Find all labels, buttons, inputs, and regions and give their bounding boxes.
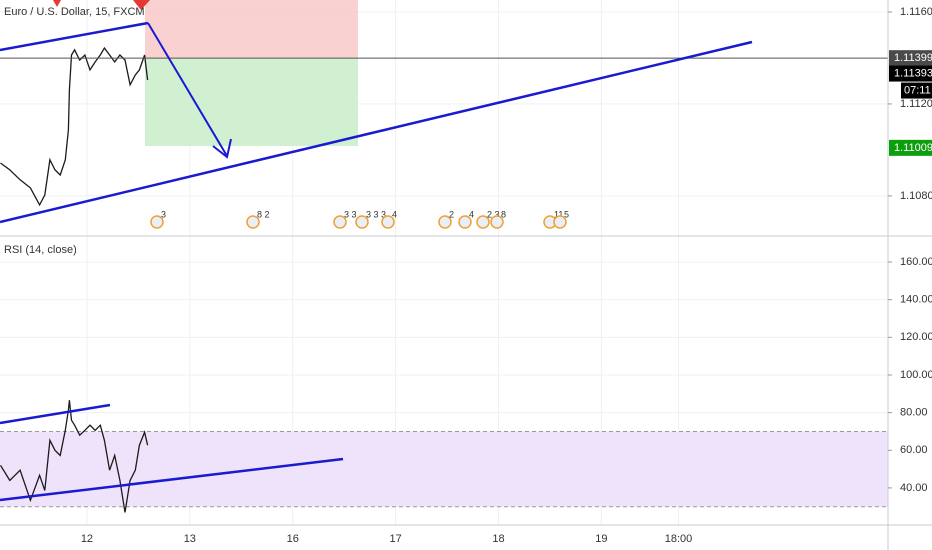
x-tick-label: 13 [184,533,196,545]
y-tick-label: 40.00 [900,482,928,494]
event-label: 2 3 [487,209,500,219]
target-zone [145,58,358,146]
overlay: 1.11600 1.11200 1.10800 12 13 16 17 18 19 18:00 1.… [81,6,932,545]
countdown: 07:11 [904,84,931,96]
event-label: 11 [554,209,563,219]
x-tick-label: 19 [595,533,607,545]
y-tick-label: 1.11600 [900,6,932,18]
x-tick-label: 16 [287,533,299,545]
countdown-bg [901,82,932,99]
event-label: 4 [392,209,397,219]
stop-zone [145,0,358,58]
rsi-title: RSI (14, close) [4,244,77,256]
event-icon [458,215,472,229]
trend-line [0,21,149,52]
rsi-trend-line [0,403,111,425]
y-tick-label: 1.11200 [900,98,932,110]
event-label: 3 3 [344,209,357,219]
event-label: 5 [564,209,569,219]
grid [0,0,888,525]
price-tag [889,50,932,67]
y-tick-label: 60.00 [900,444,928,456]
marks [0,46,888,513]
event-label: 4 [469,209,474,219]
event-icon [150,215,164,229]
trend-line [0,40,753,224]
event-label: 3 [161,209,166,219]
x-tick-label: 12 [81,533,93,545]
y-tick-label: 1.10800 [900,190,932,202]
event-icon [333,215,347,229]
event-label: 8 2 [257,209,270,219]
event-icon [355,215,369,229]
event-icon [438,215,452,229]
rsi-band [0,431,888,507]
x-tick-label: 17 [389,533,401,545]
y-tick-label: 120.00 [900,331,932,343]
event-icon [476,215,490,229]
event-icon [246,215,260,229]
event-icon [490,215,504,229]
rsi-trend-line [0,457,344,502]
event-icon [381,215,395,229]
arrow-head [212,138,232,159]
y-tick-label: 140.00 [900,294,932,306]
y-tick-label: 100.00 [900,369,932,381]
y-tick-label: 80.00 [900,407,928,419]
price-line [0,400,149,513]
arrow [147,22,228,157]
price-tag [889,65,932,82]
chart-title: Euro / U.S. Dollar, 15, FXCM [4,6,145,18]
event-label: 8 [501,209,506,219]
event-label: 2 [449,209,454,219]
price-tag-label: 1.11009 [894,142,932,154]
event-label: 3 3 3 [366,209,386,219]
event-icon [553,215,567,229]
price-tag-label: 1.11393 [894,67,932,79]
signal-marker [53,0,150,10]
x-tick-label: 18:00 [665,533,693,545]
y-tick-label: 160.00 [900,256,932,268]
price-tag [889,139,932,156]
x-tick-label: 18 [492,533,504,545]
price-tag-label: 1.11399 [894,52,932,64]
price-line [0,46,149,207]
